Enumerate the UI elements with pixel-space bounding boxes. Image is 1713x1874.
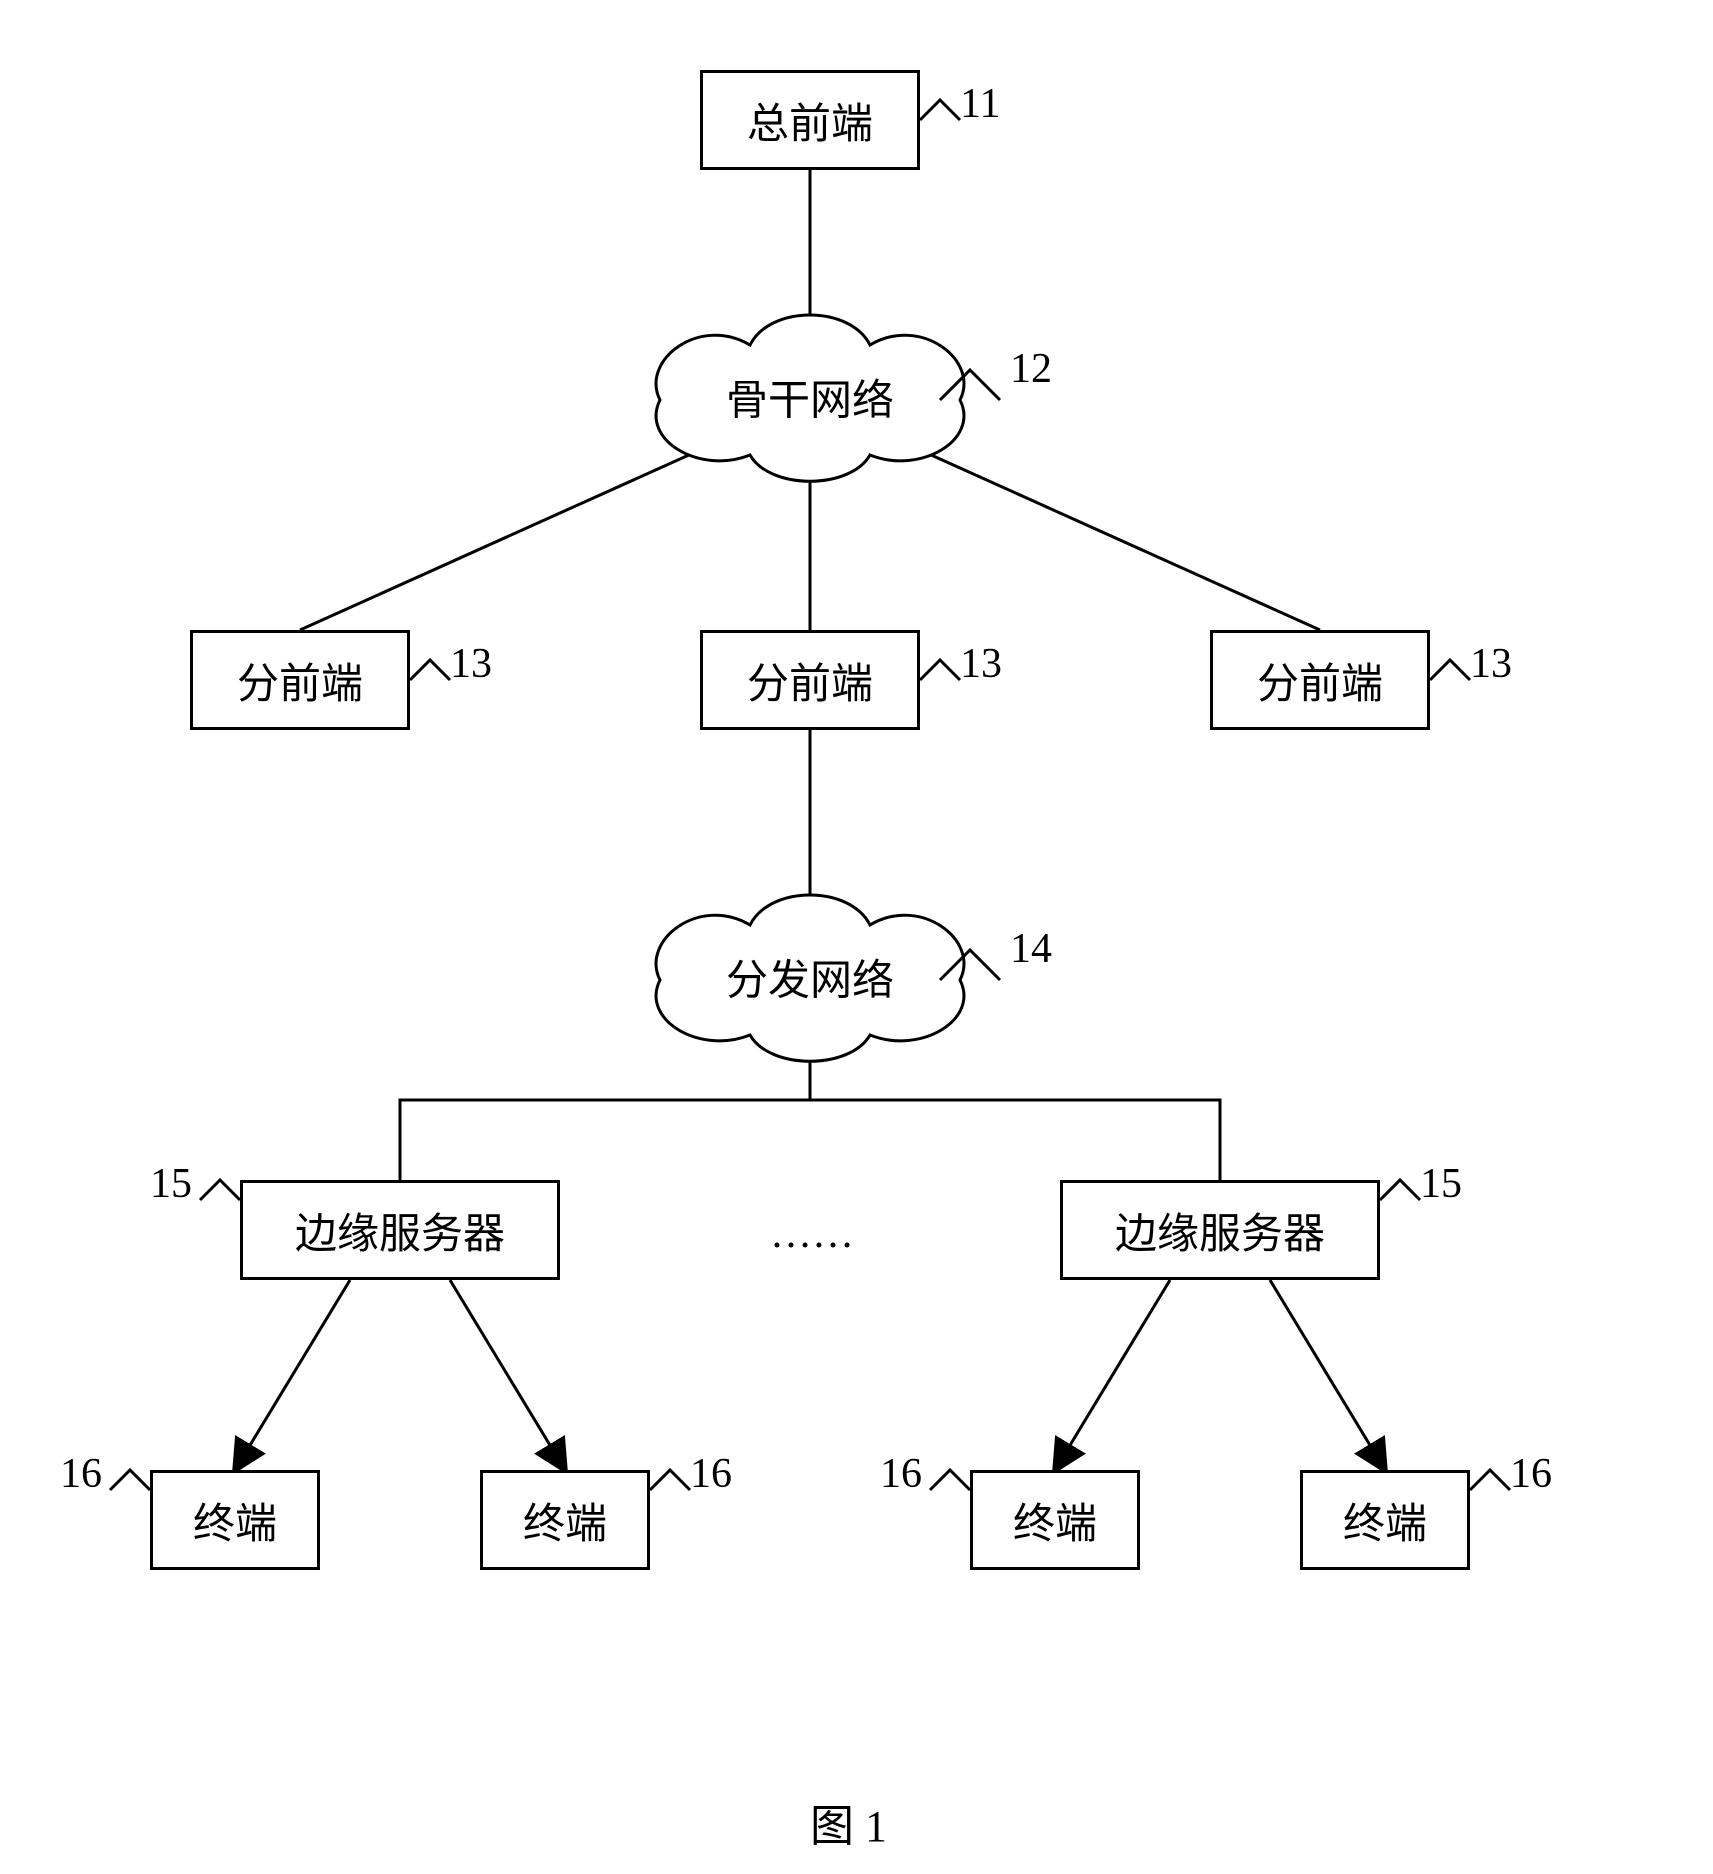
ref-tick-n13c xyxy=(1430,660,1470,680)
ref-n16c: 16 xyxy=(880,1450,922,1498)
edge xyxy=(300,450,700,630)
ref-tick-n15a xyxy=(200,1180,240,1200)
diagram-canvas: 骨干网络分发网络 总前端 11 12 分前端 13 分前端 13 分前端 13 14 边缘服务器 15… xyxy=(0,0,1713,1874)
node-label-n16b: 终端 xyxy=(523,1490,607,1551)
edge xyxy=(1270,1280,1385,1470)
diagram-svg: 骨干网络分发网络 xyxy=(0,0,1713,1874)
ref-tick-n16b xyxy=(650,1470,690,1490)
edge xyxy=(1055,1280,1170,1470)
ellipsis: …… xyxy=(770,1210,854,1258)
ref-tick-n16c xyxy=(930,1470,970,1490)
node-n11: 总前端 xyxy=(700,70,920,170)
cloud-label-c12: 骨干网络 xyxy=(726,378,894,425)
node-label-n16c: 终端 xyxy=(1013,1490,1097,1551)
ref-n13b: 13 xyxy=(960,640,1002,688)
ref-c12: 12 xyxy=(1010,345,1052,393)
ref-n16b: 16 xyxy=(690,1450,732,1498)
node-n13a: 分前端 xyxy=(190,630,410,730)
node-label-n13b: 分前端 xyxy=(747,650,873,711)
ref-tick-n16a xyxy=(110,1470,150,1490)
node-label-n13a: 分前端 xyxy=(237,650,363,711)
node-n16c: 终端 xyxy=(970,1470,1140,1570)
edge xyxy=(450,1280,565,1470)
node-label-n15b: 边缘服务器 xyxy=(1115,1200,1325,1261)
ref-tick-n16d xyxy=(1470,1470,1510,1490)
ref-n15a: 15 xyxy=(150,1160,192,1208)
ref-c14: 14 xyxy=(1010,925,1052,973)
ref-n11: 11 xyxy=(960,80,1000,128)
ref-n13c: 13 xyxy=(1470,640,1512,688)
node-label-n16d: 终端 xyxy=(1343,1490,1427,1551)
edge xyxy=(235,1280,350,1470)
node-n16d: 终端 xyxy=(1300,1470,1470,1570)
ref-n16d: 16 xyxy=(1510,1450,1552,1498)
node-n13c: 分前端 xyxy=(1210,630,1430,730)
ref-tick-n11 xyxy=(920,100,960,120)
node-label-n13c: 分前端 xyxy=(1257,650,1383,711)
ref-tick-n13b xyxy=(920,660,960,680)
figure-caption: 图 1 xyxy=(810,1790,887,1854)
node-label-n15a: 边缘服务器 xyxy=(295,1200,505,1261)
cloud-label-c14: 分发网络 xyxy=(726,958,894,1005)
node-n16b: 终端 xyxy=(480,1470,650,1570)
ref-n15b: 15 xyxy=(1420,1160,1462,1208)
node-n15b: 边缘服务器 xyxy=(1060,1180,1380,1280)
ref-tick-n13a xyxy=(410,660,450,680)
node-label-n11: 总前端 xyxy=(747,90,873,151)
ref-tick-n15b xyxy=(1380,1180,1420,1200)
node-label-n16a: 终端 xyxy=(193,1490,277,1551)
ref-n13a: 13 xyxy=(450,640,492,688)
edge xyxy=(920,450,1320,630)
ref-n16a: 16 xyxy=(60,1450,102,1498)
node-n15a: 边缘服务器 xyxy=(240,1180,560,1280)
edge xyxy=(810,1040,1220,1180)
node-n16a: 终端 xyxy=(150,1470,320,1570)
edge xyxy=(400,1040,810,1180)
node-n13b: 分前端 xyxy=(700,630,920,730)
